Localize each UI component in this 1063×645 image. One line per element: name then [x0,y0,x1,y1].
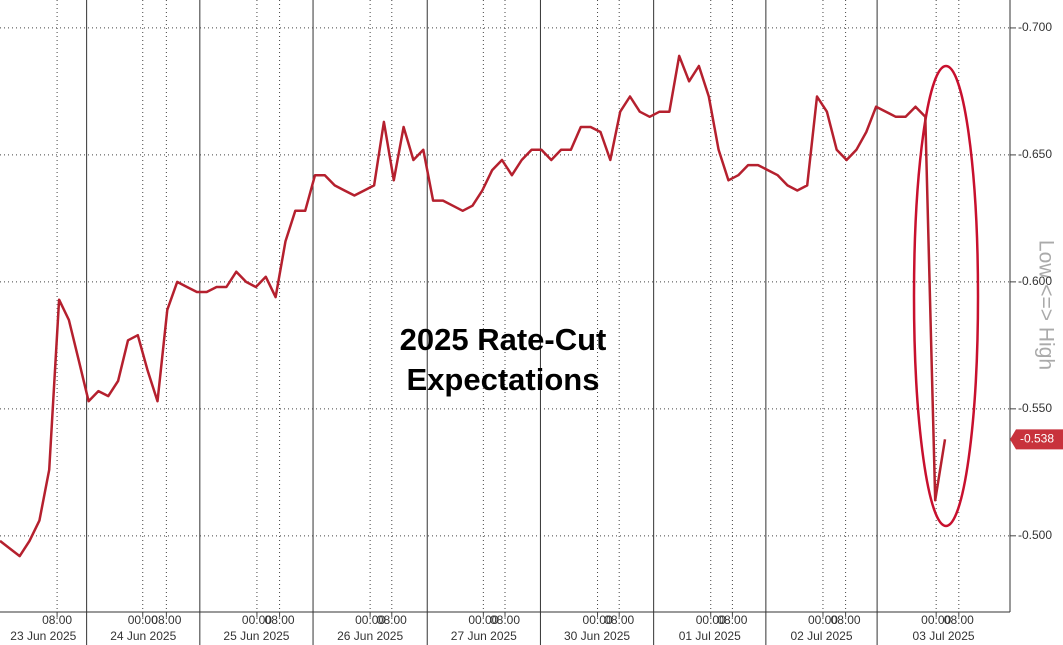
day-label: 24 Jun 2025 [110,629,176,643]
y-tick-label: -0.600 [1018,274,1052,288]
x-tick-label: 08:00 [42,613,72,627]
x-tick-label: 00:00 [242,613,272,627]
day-label: 02 Jul 2025 [790,629,852,643]
x-tick-label: 08:00 [944,613,974,627]
x-tick-label: 00:00 [128,613,158,627]
y-tick-label: -0.550 [1018,401,1052,415]
chart-title-line: 2025 Rate-Cut [400,322,607,357]
x-tick-label: 08:00 [377,613,407,627]
x-tick-label: 08:00 [490,613,520,627]
day-label: 25 Jun 2025 [223,629,289,643]
line-series [0,54,947,558]
day-label: 01 Jul 2025 [679,629,741,643]
x-tick-label: 00:00 [355,613,385,627]
day-label: 30 Jun 2025 [564,629,630,643]
chart-title-line: Expectations [407,362,600,397]
x-tick-label: 00:00 [583,613,613,627]
x-tick-label: 00:00 [808,613,838,627]
day-label: 03 Jul 2025 [913,629,975,643]
x-tick-label: 08:00 [265,613,295,627]
day-label: 27 Jun 2025 [451,629,517,643]
y-tick-label: -0.500 [1018,528,1052,542]
y-tick-label: -0.700 [1018,20,1052,34]
day-label: 23 Jun 2025 [10,629,76,643]
x-tick-label: 08:00 [151,613,181,627]
x-tick-label: 08:00 [717,613,747,627]
highlight-ellipse [912,64,980,528]
x-tick-label: 00:00 [921,613,951,627]
x-tick-label: 08:00 [831,613,861,627]
x-tick-label: 00:00 [468,613,498,627]
day-label: 26 Jun 2025 [337,629,403,643]
x-tick-label: 00:00 [696,613,726,627]
y-axis-label: Low <=> High [1034,240,1057,370]
last-value-box [1010,429,1063,450]
last-value-label: -0.538 [1020,431,1054,445]
y-tick-label: -0.650 [1018,147,1052,161]
x-tick-label: 08:00 [604,613,634,627]
